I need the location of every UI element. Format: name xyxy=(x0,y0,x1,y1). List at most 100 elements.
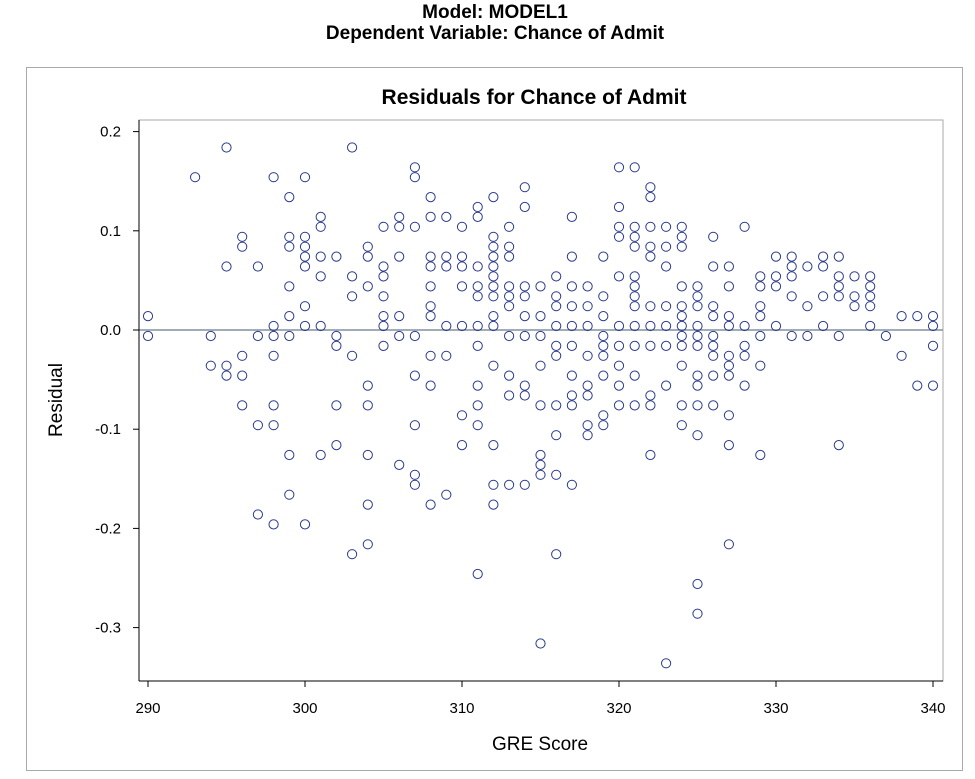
y-tick-label: -0.2 xyxy=(95,520,121,537)
data-point xyxy=(347,142,358,153)
data-point xyxy=(692,281,703,292)
data-point xyxy=(488,479,499,490)
data-point xyxy=(504,291,515,302)
data-point xyxy=(362,281,373,292)
data-point xyxy=(865,281,876,292)
model-header: Model: MODEL1 xyxy=(422,2,568,23)
data-point xyxy=(488,271,499,282)
data-point xyxy=(629,221,640,232)
data-point xyxy=(347,291,358,302)
data-point xyxy=(299,251,311,262)
data-point xyxy=(582,301,593,312)
data-point xyxy=(362,400,373,411)
data-point xyxy=(425,251,436,262)
data-point xyxy=(708,350,719,361)
data-point xyxy=(441,211,452,222)
data-point xyxy=(912,380,923,391)
data-point xyxy=(456,281,468,292)
data-point xyxy=(519,479,530,490)
data-point xyxy=(299,261,311,272)
data-point xyxy=(708,231,719,242)
data-point xyxy=(190,172,201,183)
data-point xyxy=(661,320,672,332)
data-point xyxy=(347,350,358,361)
data-point xyxy=(770,271,782,282)
y-tick-label: 0.1 xyxy=(100,223,121,240)
data-point xyxy=(504,221,515,232)
data-point xyxy=(268,420,279,431)
data-point xyxy=(315,221,326,232)
data-point xyxy=(739,350,750,361)
data-point xyxy=(456,440,468,451)
x-axis-label: GRE Score xyxy=(492,734,588,755)
data-point xyxy=(472,320,483,332)
data-point xyxy=(598,410,609,421)
y-tick-label: 0.0 xyxy=(100,322,121,339)
data-point xyxy=(739,380,750,391)
x-tick-label: 290 xyxy=(135,700,160,717)
data-point xyxy=(582,430,593,441)
data-point xyxy=(315,271,326,282)
data-point xyxy=(551,271,562,282)
data-point xyxy=(582,350,593,361)
data-point xyxy=(786,271,797,282)
data-point xyxy=(394,459,405,470)
data-point xyxy=(613,201,625,213)
y-axis-ticks: 0.2 0.1 0.0 -0.1 -0.2 -0.3 xyxy=(95,124,139,637)
data-point xyxy=(676,360,687,371)
data-point xyxy=(519,291,530,302)
data-point xyxy=(331,330,342,342)
data-point xyxy=(566,400,578,411)
data-point xyxy=(865,301,876,312)
data-point xyxy=(504,330,515,342)
data-point xyxy=(456,261,468,272)
data-point xyxy=(268,330,279,342)
data-point xyxy=(566,370,578,381)
data-point xyxy=(504,251,515,262)
data-point xyxy=(566,320,578,332)
data-point xyxy=(723,360,735,371)
data-point xyxy=(755,301,766,312)
data-point xyxy=(221,360,232,371)
data-point xyxy=(504,281,515,292)
data-point xyxy=(582,380,593,391)
data-point xyxy=(598,251,609,262)
data-point xyxy=(252,420,263,431)
data-point xyxy=(629,370,640,381)
data-point xyxy=(252,509,263,520)
y-axis-label: Residual xyxy=(46,363,67,437)
data-point xyxy=(409,162,420,173)
data-point xyxy=(551,350,562,361)
data-point xyxy=(409,479,420,490)
data-point xyxy=(284,489,295,500)
data-point xyxy=(456,221,468,232)
data-point xyxy=(409,172,420,183)
data-point xyxy=(535,638,546,649)
data-point xyxy=(519,380,530,391)
data-point xyxy=(284,311,295,322)
data-point xyxy=(488,291,499,302)
data-point xyxy=(723,350,735,361)
data-point xyxy=(362,449,373,461)
data-point xyxy=(441,261,452,272)
data-point xyxy=(425,281,436,292)
data-point xyxy=(818,251,829,262)
data-point xyxy=(205,330,216,342)
data-point xyxy=(755,449,766,461)
data-point xyxy=(613,231,625,242)
data-point xyxy=(645,320,656,332)
data-point xyxy=(849,291,860,302)
data-point xyxy=(582,420,593,431)
data-point xyxy=(441,489,452,500)
data-point xyxy=(708,311,719,322)
data-point xyxy=(315,320,326,332)
data-point xyxy=(472,261,483,272)
data-point xyxy=(425,350,436,361)
data-point xyxy=(378,320,389,332)
y-tick-label: 0.2 xyxy=(100,124,121,141)
data-point xyxy=(472,420,483,431)
data-point xyxy=(488,261,499,272)
data-point xyxy=(315,251,326,262)
data-point xyxy=(755,311,766,322)
data-point xyxy=(692,608,703,619)
